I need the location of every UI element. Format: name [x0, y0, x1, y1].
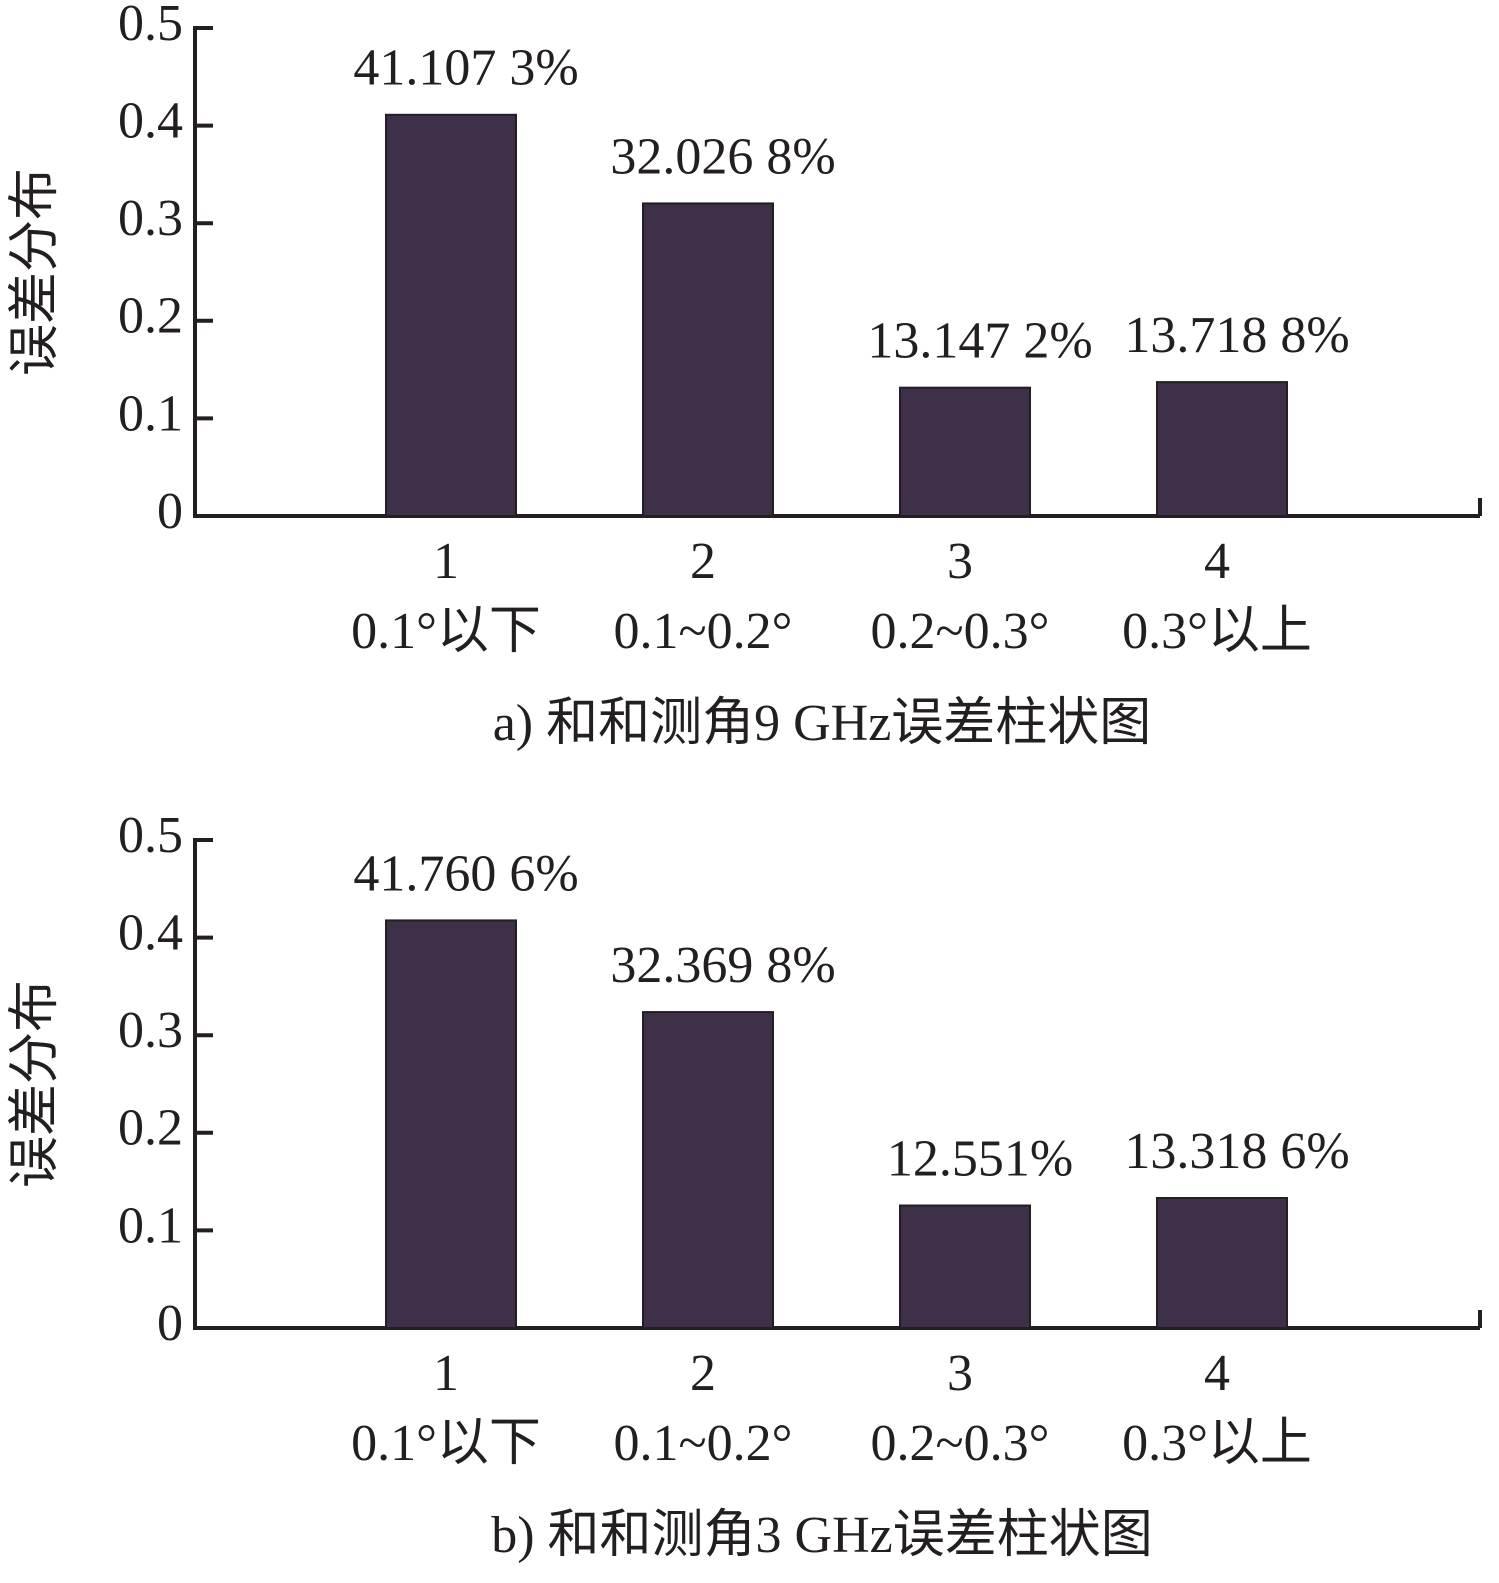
x-tick-label: 1 [433, 1345, 459, 1402]
y-tick-label: 0.3 [118, 1002, 183, 1059]
x-range-label: 0.3°以上 [1122, 603, 1312, 660]
x-tick-label: 4 [1204, 1345, 1230, 1402]
y-tick-label: 0.1 [118, 385, 183, 442]
x-range-label: 0.2~0.3° [871, 1415, 1050, 1472]
x-range-label: 0.2~0.3° [871, 603, 1050, 660]
bar [899, 1204, 1031, 1329]
chart: 0 0.1 0.2 0.3 0.4 0.5 误差分布 41.107 3% 1 0.1°以下 32.0… [7, 0, 1482, 752]
bar [642, 1011, 774, 1330]
y-tick-label: 0 [157, 483, 183, 540]
y-axis-label: 误差分布 [7, 980, 64, 1188]
x-range-label: 0.3°以上 [1122, 1415, 1312, 1472]
bar [642, 202, 774, 517]
y-axis-label: 误差分布 [7, 168, 64, 376]
x-range-label: 0.1°以下 [351, 603, 541, 660]
x-tick-label: 2 [690, 533, 716, 590]
value-label: 13.147 2% [867, 313, 1092, 370]
x-range-label: 0.1~0.2° [614, 603, 793, 660]
y-tick-label: 0.4 [118, 93, 183, 150]
y-tick-label: 0.1 [118, 1197, 183, 1254]
y-tick-label: 0.5 [118, 0, 183, 52]
bar [385, 113, 517, 517]
chart: 0 0.1 0.2 0.3 0.4 0.5 误差分布 41.760 6% 1 0.1°以下 32.3… [7, 807, 1482, 1564]
chart-caption: a) 和和测角9 GHz误差柱状图 [493, 695, 1152, 752]
x-tick-label: 4 [1204, 533, 1230, 590]
bar [1156, 1197, 1288, 1329]
bar [899, 386, 1031, 517]
y-tick-label: 0.2 [118, 1100, 183, 1157]
y-tick-label: 0.5 [118, 807, 183, 864]
value-label: 13.718 8% [1124, 307, 1349, 364]
value-label: 13.318 6% [1124, 1123, 1349, 1180]
chart-caption: b) 和和测角3 GHz误差柱状图 [491, 1507, 1153, 1564]
y-tick-label: 0.3 [118, 190, 183, 247]
y-tick-label: 0 [157, 1295, 183, 1352]
value-label: 41.107 3% [353, 40, 578, 97]
x-range-label: 0.1~0.2° [614, 1415, 793, 1472]
bar [1156, 381, 1288, 518]
value-label: 41.760 6% [353, 845, 578, 902]
y-tick-label: 0.2 [118, 288, 183, 345]
x-tick-label: 2 [690, 1345, 716, 1402]
value-label: 32.026 8% [610, 128, 835, 185]
x-range-label: 0.1°以下 [351, 1415, 541, 1472]
bar [385, 919, 517, 1330]
value-label: 32.369 8% [610, 937, 835, 994]
x-tick-label: 3 [947, 533, 973, 590]
y-tick-label: 0.4 [118, 905, 183, 962]
x-tick-label: 3 [947, 1345, 973, 1402]
value-label: 12.551% [887, 1130, 1073, 1187]
x-tick-label: 1 [433, 533, 459, 590]
